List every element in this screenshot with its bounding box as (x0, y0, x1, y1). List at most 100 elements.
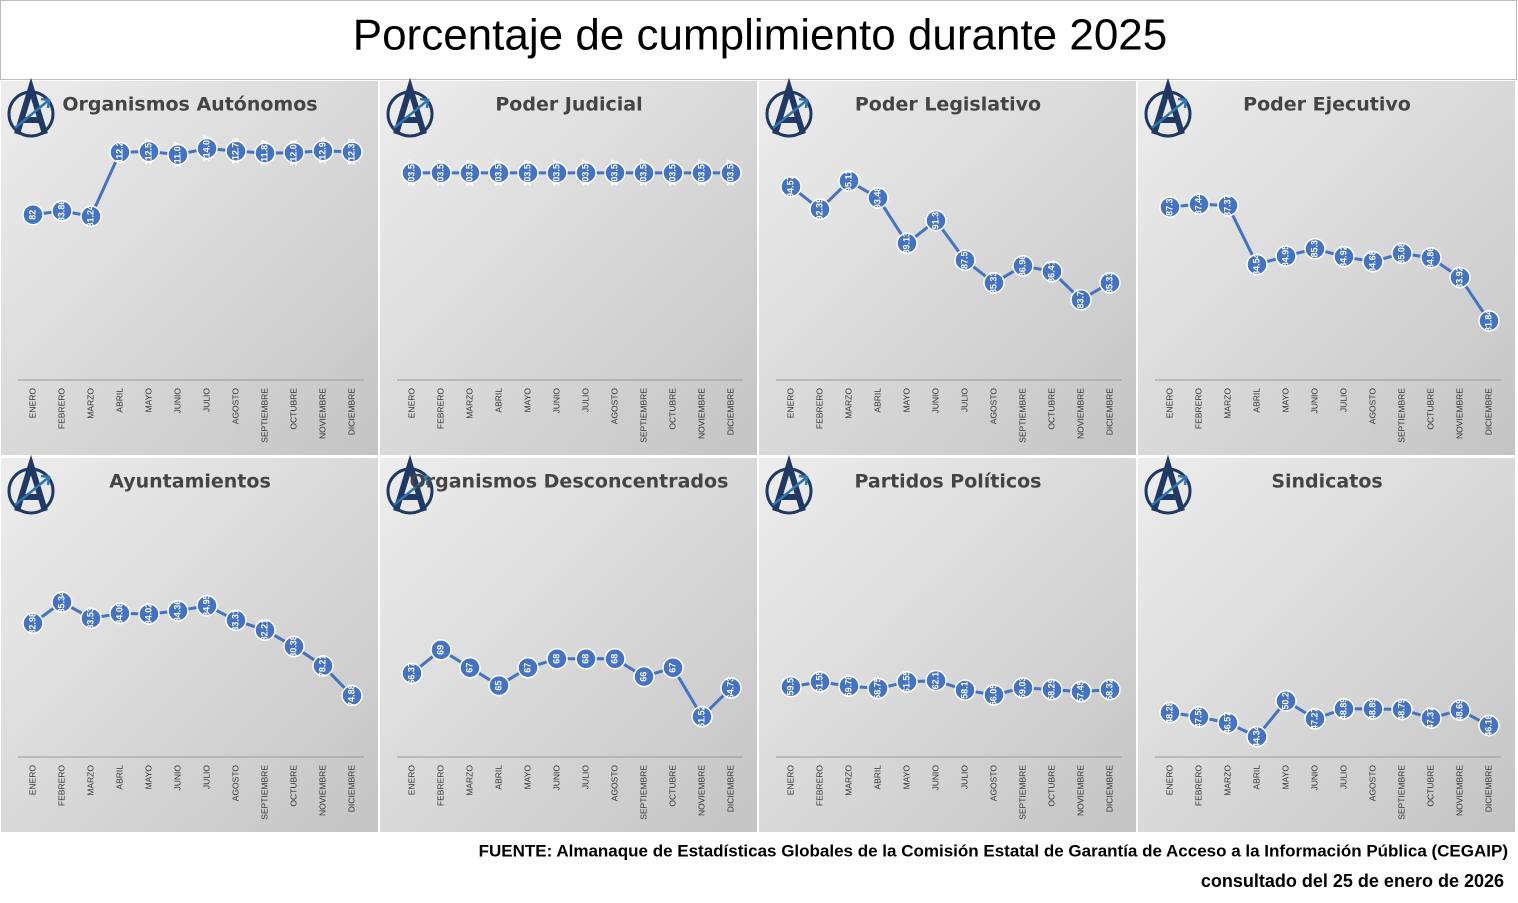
value-label: 48.79 (1396, 698, 1406, 721)
point (1159, 196, 1181, 218)
point (1333, 698, 1355, 720)
point (925, 209, 947, 232)
x-tick-label: ABRIL (1251, 388, 1261, 413)
logo (765, 454, 813, 515)
point (604, 648, 626, 670)
value-label: 84.86 (1425, 247, 1435, 270)
point (196, 594, 218, 617)
x-tick-label: SEPTIEMBRE (259, 765, 269, 820)
point (896, 232, 918, 254)
point (720, 162, 742, 184)
x-tick-label: MARZO (1222, 765, 1232, 796)
x-tick-label: FEBRERO (435, 388, 445, 429)
x-tick-label: OCTUBRE (1046, 765, 1056, 807)
x-tick-label: ABRIL (872, 765, 882, 790)
point (430, 639, 452, 661)
value-label: 58.1 (959, 681, 969, 699)
x-tick-label: JULIO (1338, 765, 1348, 789)
point (1275, 245, 1297, 267)
x-tick-label: MAYO (901, 765, 911, 790)
value-label: 95.11 (843, 170, 853, 192)
point (1391, 698, 1413, 721)
chart-panel: Poder Judicial ENERO FEBRERO MARZO ABRIL MAYO… (379, 77, 758, 456)
point (341, 141, 363, 163)
value-label: 58.32 (1104, 678, 1114, 701)
x-tick-label: JULIO (580, 765, 590, 789)
chart-panel: Organismos Desconcentrados ENERO FEBRERO MA… (379, 454, 758, 833)
x-tick-label: OCTUBRE (667, 388, 677, 430)
x-tick-label: OCTUBRE (667, 765, 677, 807)
value-label: 112.95 (317, 137, 327, 164)
x-tick-label: FEBRERO (814, 388, 824, 429)
point (517, 162, 539, 184)
x-tick-label: ENERO (1164, 388, 1174, 419)
page-title: Porcentaje de cumplimiento durante 2025 (353, 11, 1168, 60)
point (983, 272, 1005, 294)
point (1275, 690, 1297, 712)
x-tick-label: ABRIL (872, 388, 882, 413)
source: FUENTE: Almanaque de Estadísticas Global… (479, 841, 1508, 860)
x-tick-label: SEPTIEMBRE (1017, 765, 1027, 820)
value-label: 83.7 (1075, 291, 1085, 309)
point (1099, 678, 1121, 701)
x-tick-label: ENERO (785, 765, 795, 796)
x-tick-label: ABRIL (114, 765, 124, 790)
logo-arrow (14, 474, 51, 506)
point (1420, 707, 1442, 729)
point (1246, 725, 1268, 748)
value-label: 82.21 (259, 619, 269, 642)
value-label: 112.2 (114, 141, 124, 163)
point (1362, 698, 1384, 720)
point (838, 170, 860, 192)
x-tick-label: MARZO (85, 388, 95, 419)
x-tick-label: ENERO (27, 765, 37, 796)
value-label: 103.57 (435, 159, 445, 187)
x-tick-label: JUNIO (1309, 388, 1319, 414)
value-label: 65 (493, 681, 503, 691)
x-tick-label: JUNIO (172, 765, 182, 791)
value-label: 61.55 (814, 671, 824, 694)
point (575, 162, 597, 184)
value-label: 56.05 (988, 684, 998, 707)
x-tick-label: MAYO (901, 388, 911, 413)
panel-title: Poder Judicial (495, 94, 642, 116)
value-label: 68 (580, 654, 590, 664)
point (691, 705, 713, 728)
x-tick-label: AGOSTO (1367, 765, 1377, 802)
value-label: 87.37 (1222, 194, 1232, 217)
x-tick-label: SEPTIEMBRE (1017, 388, 1027, 443)
value-label: 83.31 (230, 609, 240, 632)
panel-bg (758, 80, 1137, 456)
x-tick-label: AGOSTO (988, 388, 998, 425)
value-label: 103.57 (493, 159, 503, 187)
value-label: 68 (609, 654, 619, 664)
panel-bg (1137, 457, 1516, 833)
x-tick-label: NOVIEMBRE (1075, 765, 1085, 816)
x-tick-label: OCTUBRE (1425, 765, 1435, 807)
value-label: 59.03 (1017, 677, 1027, 700)
point (575, 648, 597, 670)
x-tick-label: OCTUBRE (288, 388, 298, 430)
panel-bg (0, 80, 379, 456)
x-tick-label: NOVIEMBRE (696, 765, 706, 816)
x-tick-label: NOVIEMBRE (1075, 388, 1085, 439)
x-tick-label: JULIO (959, 388, 969, 412)
x-tick-label: JUNIO (1309, 765, 1319, 791)
point (1420, 247, 1442, 269)
x-tick-label: FEBRERO (814, 765, 824, 806)
point (254, 619, 276, 641)
point (283, 141, 305, 164)
point (809, 671, 831, 693)
x-tick-label: JUNIO (172, 388, 182, 414)
value-label: 103.57 (522, 159, 532, 187)
x-tick-label: DICIEMBRE (1483, 388, 1493, 436)
point (1012, 255, 1034, 277)
value-label: 50.2 (1280, 692, 1290, 710)
point (488, 674, 510, 697)
point (1041, 260, 1063, 283)
x-tick-label: ENERO (785, 388, 795, 419)
x-tick-label: OCTUBRE (288, 765, 298, 807)
value-label: 78.21 (317, 655, 327, 678)
value-label: 84.92 (1338, 245, 1348, 268)
x-tick-label: AGOSTO (230, 388, 240, 425)
